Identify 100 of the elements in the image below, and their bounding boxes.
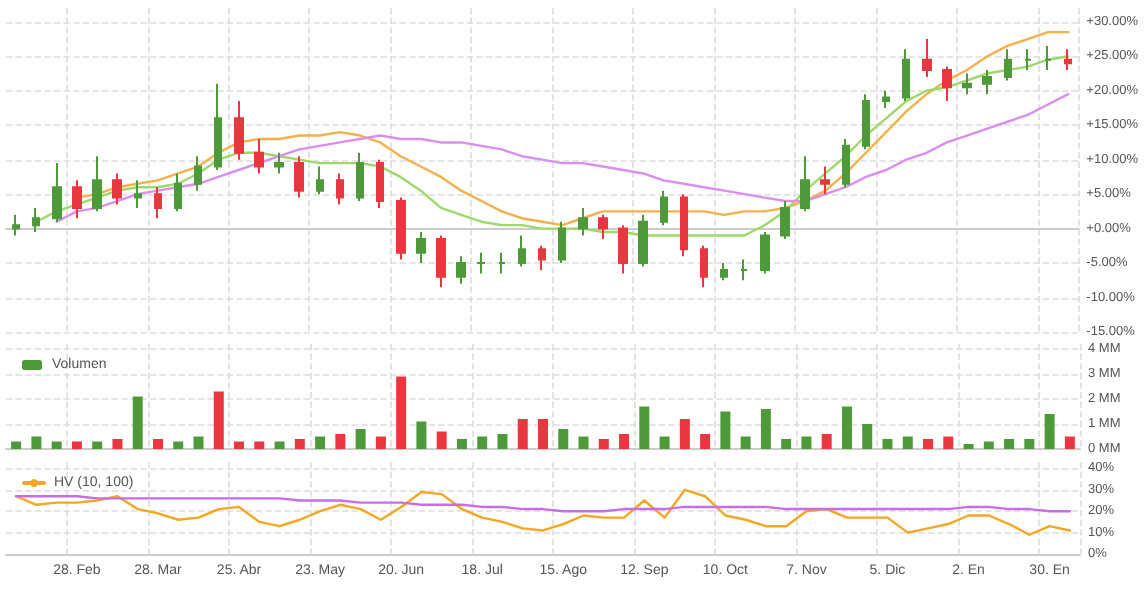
bar xyxy=(213,391,224,449)
bar xyxy=(497,434,508,449)
candlestick xyxy=(740,258,748,282)
bar xyxy=(274,441,285,449)
bar xyxy=(92,441,103,449)
bar xyxy=(882,439,893,449)
bar xyxy=(659,436,670,449)
bar xyxy=(841,406,852,449)
bar xyxy=(375,436,386,449)
bar xyxy=(355,429,366,449)
bar xyxy=(1064,436,1075,449)
bar xyxy=(821,434,832,449)
candlestick xyxy=(416,231,426,265)
candlestick xyxy=(436,234,446,289)
bar xyxy=(943,436,954,449)
candlestick xyxy=(498,251,506,275)
candlestick xyxy=(720,262,728,282)
candlestick xyxy=(558,220,566,265)
bar xyxy=(71,441,82,449)
candlestick xyxy=(356,151,364,203)
bar xyxy=(294,439,305,449)
bar xyxy=(558,429,569,449)
candlestick xyxy=(638,213,648,268)
bar xyxy=(11,441,22,449)
candlestick xyxy=(1044,44,1052,72)
candlestick xyxy=(862,93,870,151)
candlestick xyxy=(294,155,304,199)
candlestick xyxy=(396,196,406,261)
candlestick xyxy=(700,244,708,289)
bar xyxy=(396,376,407,449)
candlestick xyxy=(112,172,122,206)
candlestick xyxy=(882,89,890,109)
candlestick xyxy=(962,72,972,96)
bar xyxy=(335,434,346,449)
bar xyxy=(740,436,751,449)
bar xyxy=(193,436,204,449)
candlestick xyxy=(32,206,40,234)
candlestick xyxy=(316,165,324,196)
bar xyxy=(578,436,589,449)
bar xyxy=(862,424,873,449)
bar xyxy=(619,434,630,449)
candlestick xyxy=(134,179,142,209)
candlestick xyxy=(154,186,162,220)
candlestick xyxy=(336,172,344,206)
bar xyxy=(315,436,326,449)
candlestick xyxy=(274,151,284,175)
candlestick xyxy=(174,172,182,213)
candlestick xyxy=(800,155,810,213)
candlestick xyxy=(234,100,244,161)
bar xyxy=(152,439,163,449)
bar xyxy=(51,441,62,449)
line-series xyxy=(14,495,1072,513)
candlestick xyxy=(680,193,688,258)
bar xyxy=(517,419,528,449)
candlestick xyxy=(922,38,932,78)
bar xyxy=(598,439,609,449)
candlestick xyxy=(598,213,608,240)
candlestick xyxy=(578,206,588,237)
bar xyxy=(456,439,467,449)
bar xyxy=(477,436,488,449)
candlestick xyxy=(456,255,466,285)
candlestick xyxy=(760,231,770,275)
candlestick xyxy=(942,65,952,103)
candlestick xyxy=(538,244,546,271)
candlestick xyxy=(52,162,62,223)
candlestick xyxy=(254,137,264,175)
candlestick xyxy=(618,224,628,275)
bar xyxy=(902,436,913,449)
candlestick xyxy=(902,48,910,103)
bar xyxy=(234,441,245,449)
candlestick xyxy=(376,158,384,209)
bar xyxy=(1024,439,1035,449)
bar xyxy=(639,406,650,449)
line-series xyxy=(14,488,1072,536)
bar xyxy=(31,436,42,449)
bar xyxy=(173,441,184,449)
candlestick xyxy=(1004,48,1012,82)
bar xyxy=(679,419,690,449)
candlestick xyxy=(518,234,526,268)
candlestick xyxy=(820,165,830,196)
candlestick xyxy=(72,179,82,220)
candlestick xyxy=(660,189,668,227)
bar xyxy=(801,436,812,449)
bar xyxy=(1004,439,1015,449)
bar xyxy=(781,439,792,449)
bar xyxy=(254,441,265,449)
line-series xyxy=(35,55,1070,237)
candlestick xyxy=(194,155,202,192)
candlestick xyxy=(842,137,850,189)
bar xyxy=(416,421,427,449)
candlestick xyxy=(1064,48,1072,72)
bar xyxy=(983,441,994,449)
bar xyxy=(760,409,771,449)
bar xyxy=(436,431,447,449)
candlestick xyxy=(92,155,102,213)
bar xyxy=(1044,414,1055,449)
bar xyxy=(700,434,711,449)
candlestick xyxy=(12,213,20,237)
bar xyxy=(538,419,548,449)
bar xyxy=(112,439,123,449)
